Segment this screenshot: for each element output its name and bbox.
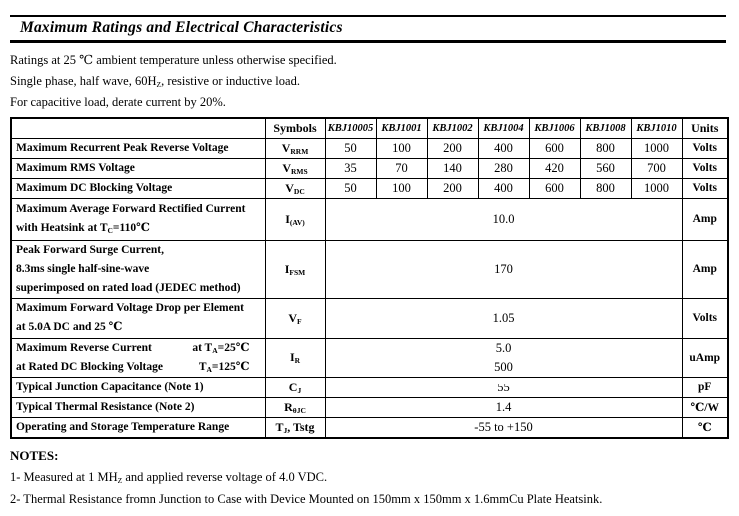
table-row: Typical Junction Capacitance (Note 1) CJ…	[10, 376, 729, 398]
column-header-model: KBJ1008	[579, 117, 632, 139]
value-cell: 170	[324, 239, 683, 299]
value-cell: 560	[579, 157, 632, 179]
value-cell: 600	[528, 137, 581, 159]
param-cell: Maximum Recurrent Peak Reverse Voltage	[10, 137, 266, 159]
value-cell: 140	[426, 157, 479, 179]
value-cell: 600	[528, 177, 581, 199]
intro-line-2: Single phase, half wave, 60HZ, resistive…	[10, 74, 300, 89]
symbol-cell: VRRM	[264, 137, 326, 159]
table-row: Maximum DC Blocking Voltage VDC 50 100 2…	[10, 177, 729, 199]
symbol-cell: VF	[264, 297, 326, 339]
column-header-model: KBJ10005	[324, 117, 377, 139]
param-cell: Maximum DC Blocking Voltage	[10, 177, 266, 199]
value-cell: 800	[579, 177, 632, 199]
param-cell: Typical Junction Capacitance (Note 1)	[10, 376, 266, 398]
value-cell: 100	[375, 137, 428, 159]
column-header-model: KBJ1006	[528, 117, 581, 139]
value-cell: 400	[477, 177, 530, 199]
param-cell: Maximum RMS Voltage	[10, 157, 266, 179]
symbol-cell: VRMS	[264, 157, 326, 179]
notes-section: NOTES: 1- Measured at 1 MHZ and applied …	[10, 448, 726, 510]
value-cell: 50	[324, 177, 377, 199]
value-cell: 200	[426, 177, 479, 199]
unit-cell: Volts	[681, 157, 729, 179]
param-cell: Operating and Storage Temperature Range	[10, 416, 266, 438]
value-cell: 400	[477, 137, 530, 159]
value-cell: 1.05	[324, 297, 683, 339]
unit-cell: ℃/W	[681, 396, 729, 418]
intro-text: Ratings at 25 ℃ ambient temperature unle…	[10, 50, 726, 113]
symbol-cell: RθJC	[264, 396, 326, 418]
table-row: Maximum Reverse Current at TA=25℃ at Rat…	[10, 337, 729, 378]
ratings-table: Symbols KBJ10005 KBJ1001 KBJ1002 KBJ1004…	[10, 117, 729, 439]
column-header-model: KBJ1010	[630, 117, 683, 139]
table-row: Maximum Average Forward Rectified Curren…	[10, 197, 729, 241]
section-title-block: Maximum Ratings and Electrical Character…	[10, 15, 726, 43]
column-header-model: KBJ1004	[477, 117, 530, 139]
param-cell: Peak Forward Surge Current, 8.3ms single…	[10, 239, 266, 299]
unit-cell: uAmp	[681, 337, 729, 378]
table-row: Operating and Storage Temperature Range …	[10, 416, 729, 438]
value-cell: 10.0	[324, 197, 683, 241]
symbol-cell: TJ, Tstg	[264, 416, 326, 438]
symbol-cell: IFSM	[264, 239, 326, 299]
param-header-cell	[10, 117, 266, 139]
table-row: Maximum RMS Voltage VRMS 35 70 140 280 4…	[10, 157, 729, 179]
symbol-cell: IR	[264, 337, 326, 378]
unit-cell: Volts	[681, 297, 729, 339]
value-cell: -55 to +150	[324, 416, 683, 438]
value-cell: 1000	[630, 137, 683, 159]
param-cell: Maximum Forward Voltage Drop per Element…	[10, 297, 266, 339]
value-cell: 50	[324, 137, 377, 159]
intro-line-1: Ratings at 25 ℃ ambient temperature unle…	[10, 53, 337, 67]
value-cell: 100	[375, 177, 428, 199]
value-cell: 700	[630, 157, 683, 179]
notes-heading: NOTES:	[10, 447, 59, 463]
table-row: Maximum Forward Voltage Drop per Element…	[10, 297, 729, 339]
value-cell: 55	[324, 376, 683, 398]
symbol-cell: I(AV)	[264, 197, 326, 241]
unit-cell: Volts	[681, 137, 729, 159]
note-line-1: 1- Measured at 1 MHZ and applied reverse…	[10, 469, 328, 485]
param-cell: Maximum Average Forward Rectified Curren…	[10, 197, 266, 241]
note-line-2: 2- Thermal Resistance fromn Junction to …	[10, 491, 603, 506]
value-cell: 5.0 500	[324, 337, 683, 378]
intro-line-3: For capacitive load, derate current by 2…	[10, 95, 226, 109]
unit-cell: ℃	[681, 416, 729, 438]
value-cell: 420	[528, 157, 581, 179]
symbols-header: Symbols	[264, 117, 326, 139]
table-row: Typical Thermal Resistance (Note 2) RθJC…	[10, 396, 729, 418]
value-cell: 1.4	[324, 396, 683, 418]
column-header-model: KBJ1002	[426, 117, 479, 139]
subscript: Z	[117, 475, 123, 485]
unit-cell: pF	[681, 376, 729, 398]
page-title: Maximum Ratings and Electrical Character…	[20, 19, 343, 36]
value-cell: 1000	[630, 177, 683, 199]
datasheet-page: Maximum Ratings and Electrical Character…	[0, 15, 739, 510]
value-cell: 35	[324, 157, 377, 179]
value-cell: 200	[426, 137, 479, 159]
unit-cell: Amp	[681, 197, 729, 241]
units-header: Units	[681, 117, 729, 139]
value-cell: 280	[477, 157, 530, 179]
symbol-cell: CJ	[264, 376, 326, 398]
unit-cell: Amp	[681, 239, 729, 299]
table-row: Peak Forward Surge Current, 8.3ms single…	[10, 239, 729, 299]
table-header-row: Symbols KBJ10005 KBJ1001 KBJ1002 KBJ1004…	[10, 117, 729, 139]
param-cell: Typical Thermal Resistance (Note 2)	[10, 396, 266, 418]
table-row: Maximum Recurrent Peak Reverse Voltage V…	[10, 137, 729, 159]
param-cell: Maximum Reverse Current at TA=25℃ at Rat…	[10, 337, 266, 378]
subscript: Z	[156, 80, 162, 89]
symbol-cell: VDC	[264, 177, 326, 199]
column-header-model: KBJ1001	[375, 117, 428, 139]
value-cell: 70	[375, 157, 428, 179]
value-cell: 800	[579, 137, 632, 159]
unit-cell: Volts	[681, 177, 729, 199]
